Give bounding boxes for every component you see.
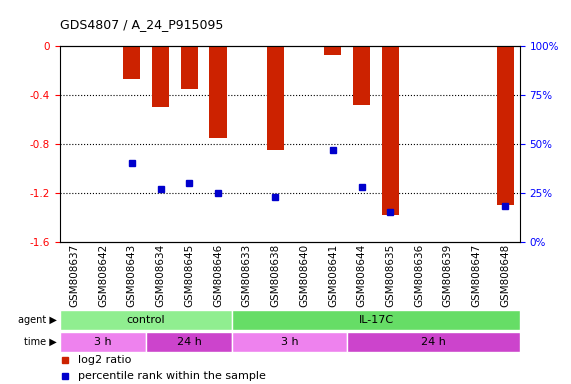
Text: 24 h: 24 h xyxy=(421,337,446,347)
Text: IL-17C: IL-17C xyxy=(359,315,393,325)
Text: GSM808634: GSM808634 xyxy=(155,243,166,307)
Bar xyxy=(232,310,520,330)
Bar xyxy=(60,310,232,330)
Text: GSM808633: GSM808633 xyxy=(242,243,252,307)
Text: GSM808643: GSM808643 xyxy=(127,243,137,307)
Bar xyxy=(210,46,227,138)
Text: GSM808644: GSM808644 xyxy=(357,243,367,307)
Text: GSM808637: GSM808637 xyxy=(69,243,79,307)
Bar xyxy=(353,46,370,105)
Text: GSM808641: GSM808641 xyxy=(328,243,338,307)
Bar xyxy=(497,46,514,205)
Text: GDS4807 / A_24_P915095: GDS4807 / A_24_P915095 xyxy=(60,18,223,31)
Text: GSM808635: GSM808635 xyxy=(385,243,395,307)
Text: GSM808645: GSM808645 xyxy=(184,243,194,307)
Text: GSM808647: GSM808647 xyxy=(472,243,481,307)
Bar xyxy=(146,332,232,352)
Text: GSM808648: GSM808648 xyxy=(500,243,510,307)
Text: GSM808646: GSM808646 xyxy=(213,243,223,307)
Bar xyxy=(267,46,284,150)
Text: GSM808640: GSM808640 xyxy=(299,243,309,307)
Text: agent ▶: agent ▶ xyxy=(18,315,57,325)
Bar xyxy=(180,46,198,89)
Bar xyxy=(60,332,146,352)
Text: log2 ratio: log2 ratio xyxy=(78,356,132,366)
Text: GSM808638: GSM808638 xyxy=(271,243,280,307)
Text: GSM808639: GSM808639 xyxy=(443,243,453,307)
Bar xyxy=(347,332,520,352)
Text: GSM808636: GSM808636 xyxy=(414,243,424,307)
Text: time ▶: time ▶ xyxy=(25,337,57,347)
Bar xyxy=(123,46,140,79)
Text: 3 h: 3 h xyxy=(281,337,299,347)
Text: 24 h: 24 h xyxy=(177,337,202,347)
Text: GSM808642: GSM808642 xyxy=(98,243,108,307)
Text: 3 h: 3 h xyxy=(94,337,112,347)
Bar xyxy=(381,46,399,215)
Text: percentile rank within the sample: percentile rank within the sample xyxy=(78,371,266,381)
Bar xyxy=(324,46,341,55)
Bar xyxy=(232,332,347,352)
Bar xyxy=(152,46,169,107)
Text: control: control xyxy=(127,315,166,325)
